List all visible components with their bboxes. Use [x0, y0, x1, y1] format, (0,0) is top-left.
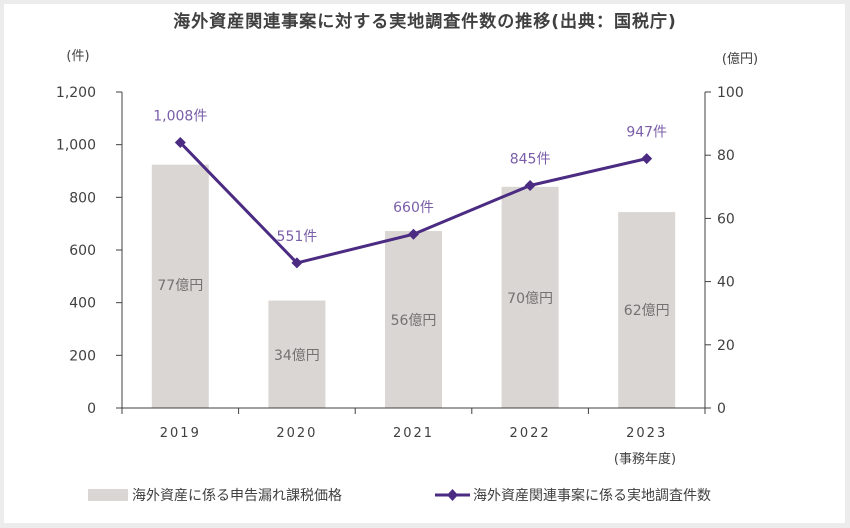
x-tick-label: 2021: [393, 426, 434, 441]
left-axis-unit: (件): [66, 49, 89, 64]
bar-2020: [268, 300, 326, 408]
right-tick-label: 80: [717, 148, 735, 164]
count-marker-2023: [641, 153, 653, 165]
count-value-label: 1,008件: [153, 109, 207, 125]
bar-value-label: 56億円: [391, 313, 437, 329]
count-value-label: 845件: [510, 151, 551, 167]
x-tick-label: 2023: [626, 426, 667, 441]
x-tick-label: 2022: [510, 426, 551, 441]
count-marker-2022: [524, 179, 536, 191]
left-tick-label: 800: [69, 190, 96, 206]
left-tick-label: 1,000: [56, 138, 96, 154]
bar-value-label: 34億円: [274, 348, 320, 364]
right-tick-label: 60: [717, 211, 735, 227]
x-tick-label: 2019: [160, 426, 201, 441]
legend-line-label: 海外資産関連事案に係る実地調査件数: [473, 487, 711, 504]
legend-bar-label: 海外資産に係る申告漏れ課税価格: [132, 488, 342, 504]
left-tick-label: 0: [87, 401, 96, 417]
legend-diamond-marker: [447, 489, 458, 501]
x-tick-label: 2020: [276, 426, 317, 441]
count-value-label: 947件: [626, 125, 667, 141]
bar-value-label: 62億円: [624, 303, 670, 319]
bar-2023: [618, 212, 676, 408]
left-tick-label: 600: [69, 243, 96, 259]
count-marker-2020: [291, 257, 303, 269]
x-axis-label: (事務年度): [614, 451, 676, 467]
count-marker-2019: [174, 137, 186, 149]
bar-2021: [385, 231, 442, 408]
count-marker-2021: [408, 228, 419, 240]
left-tick-label: 200: [69, 348, 96, 364]
right-tick-label: 40: [717, 275, 735, 291]
bar-2022: [501, 186, 559, 408]
legend: 海外資産に係る申告漏れ課税価格 海外資産関連事案に係る実地調査件数: [88, 487, 711, 504]
bar-value-label: 77億円: [157, 278, 203, 294]
right-tick-label: 0: [717, 401, 726, 417]
right-tick-label: 20: [717, 338, 735, 354]
count-value-label: 660件: [393, 200, 434, 216]
right-tick-label: 100: [717, 85, 744, 101]
left-tick-label: 400: [69, 296, 96, 312]
bar-2019: [151, 164, 209, 408]
chart-title: 海外資産関連事案に対する実地調査件数の推移(出典：国税庁): [173, 11, 677, 32]
bar-value-label: 70億円: [507, 291, 553, 307]
legend-bar-swatch: [88, 489, 128, 501]
left-tick-label: 1,200: [56, 85, 96, 101]
count-value-label: 551件: [277, 229, 318, 245]
right-axis-unit: (億円): [722, 51, 758, 67]
